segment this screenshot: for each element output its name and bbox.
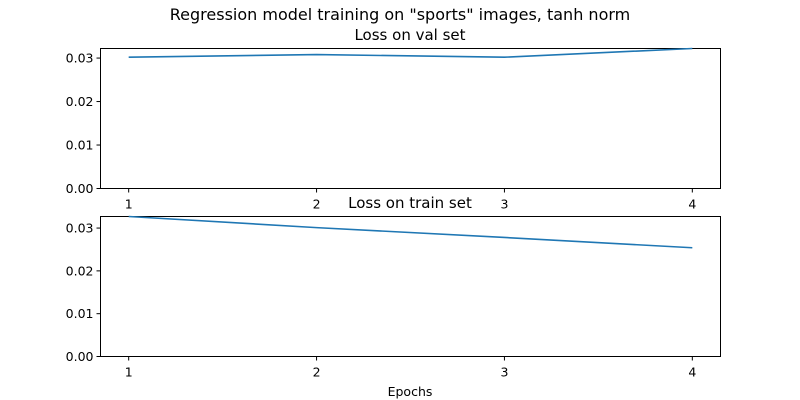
- train-loss-ytick-label: 0.03: [66, 221, 94, 236]
- train-loss-xlabel: Epochs: [388, 384, 433, 399]
- val-loss-ytick-label: 0.03: [66, 51, 94, 66]
- val-loss-axes-frame: [100, 48, 721, 189]
- train-loss-lines: [128, 215, 693, 249]
- train-loss-ytick-label: 0.02: [66, 263, 94, 278]
- val-loss-ytick-label: 0.01: [66, 138, 94, 153]
- val-loss-xtick-label: 2: [313, 197, 321, 212]
- train-loss-ytick-label: 0.01: [66, 306, 94, 321]
- val-loss-xtick-label: 4: [688, 197, 696, 212]
- val-loss-ticks: 1 2 3 4 0.00 0.01 0.02 0.03: [66, 51, 697, 212]
- train-loss-series-line: [128, 215, 693, 249]
- val-loss-title: Loss on val set: [354, 26, 465, 44]
- figure-suptitle: Regression model training on "sports" im…: [170, 5, 630, 24]
- train-loss-xtick-label: 4: [688, 365, 696, 380]
- train-loss-xtick-label: 3: [500, 365, 508, 380]
- train-loss-xtick-label: 1: [125, 365, 133, 380]
- val-loss-ytick-label: 0.00: [66, 181, 94, 196]
- train-loss-xtick-label: 2: [313, 365, 321, 380]
- val-loss-plot: Loss on val set 1 2 3 4 0.00 0.01 0.02 0.03: [66, 26, 721, 212]
- val-loss-ytick-label: 0.02: [66, 94, 94, 109]
- val-loss-series-line: [128, 47, 693, 59]
- train-loss-ytick-label: 0.00: [66, 349, 94, 364]
- train-loss-ticks: 1 2 3 4 0.00 0.01 0.02 0.03: [66, 221, 697, 380]
- val-loss-xtick-label: 3: [500, 197, 508, 212]
- train-loss-title: Loss on train set: [348, 194, 472, 212]
- train-loss-plot: Loss on train set 1 2 3 4 0.00 0.01 0.02 0.03 E…: [66, 194, 721, 399]
- train-loss-axes-frame: [100, 216, 721, 357]
- val-loss-lines: [128, 47, 693, 59]
- val-loss-xtick-label: 1: [125, 197, 133, 212]
